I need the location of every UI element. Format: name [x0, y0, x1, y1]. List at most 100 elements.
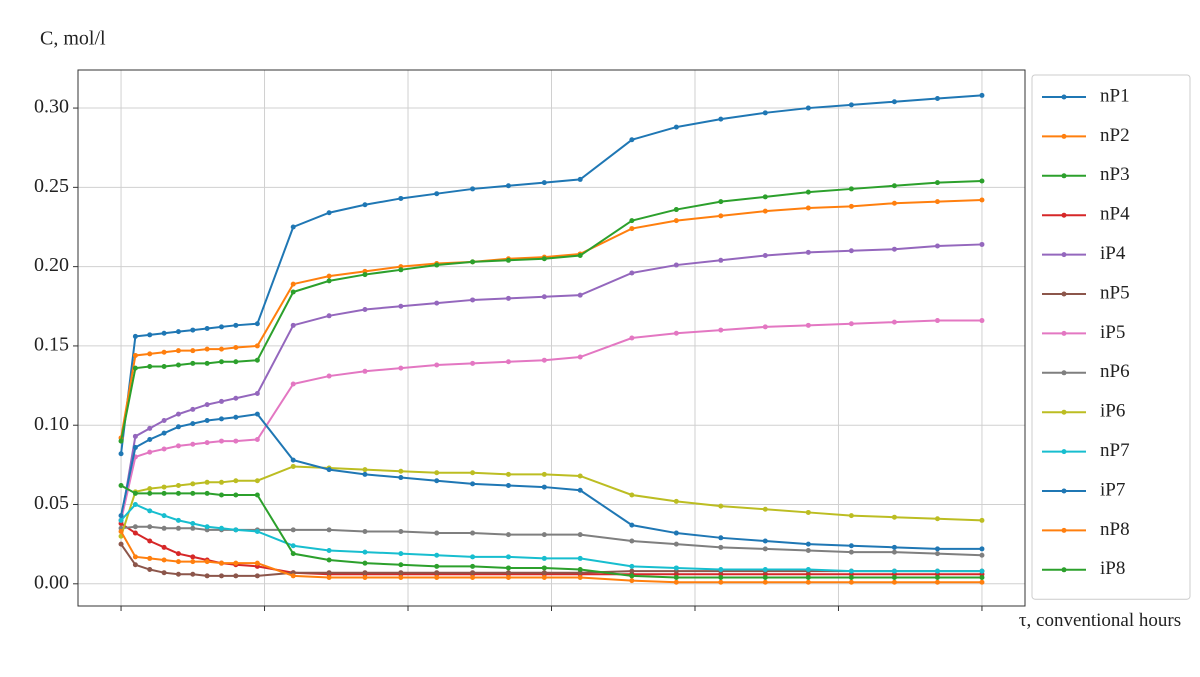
data-point [233, 573, 239, 579]
data-point [290, 224, 296, 230]
data-point [577, 567, 583, 573]
legend-swatch-dot [1061, 133, 1067, 139]
data-point [326, 273, 332, 279]
data-point [161, 570, 167, 576]
data-point [190, 481, 196, 487]
y-tick-label: 0.05 [34, 492, 69, 514]
data-point [673, 124, 679, 130]
data-point [218, 438, 224, 444]
series [118, 318, 985, 523]
data-point [541, 565, 547, 571]
data-point [577, 555, 583, 561]
series-line [120, 525, 982, 557]
data-point [805, 249, 811, 255]
legend-label: nP2 [1100, 125, 1130, 146]
data-point [673, 579, 679, 585]
data-point [891, 514, 897, 520]
data-point [541, 180, 547, 186]
data-point [132, 562, 138, 568]
legend-swatch-dot [1061, 409, 1067, 415]
data-point [541, 574, 547, 580]
data-point [398, 303, 404, 309]
data-point [190, 571, 196, 577]
data-point [470, 481, 476, 487]
data-point [398, 562, 404, 568]
data-point [979, 178, 985, 184]
data-point [398, 570, 404, 576]
data-point [673, 498, 679, 504]
data-point [673, 530, 679, 536]
data-point [934, 180, 940, 186]
data-point [762, 110, 768, 116]
data-point [673, 574, 679, 580]
data-point [505, 359, 511, 365]
data-point [848, 543, 854, 549]
data-point [233, 345, 239, 351]
legend-label: nP5 [1100, 282, 1130, 303]
data-point [204, 402, 210, 408]
data-point [161, 525, 167, 531]
data-point [505, 295, 511, 301]
y-tick-label: 0.10 [34, 413, 69, 435]
data-point [362, 368, 368, 374]
data-point [673, 262, 679, 268]
data-point [398, 551, 404, 557]
data-point [470, 470, 476, 476]
data-point [362, 306, 368, 312]
data-point [362, 549, 368, 555]
data-point [132, 365, 138, 371]
data-point [190, 327, 196, 333]
data-point [204, 417, 210, 423]
data-point [762, 208, 768, 214]
data-point [762, 506, 768, 512]
data-point [326, 278, 332, 284]
data-point [979, 241, 985, 247]
data-point [147, 425, 153, 431]
data-point [891, 568, 897, 574]
data-point [979, 574, 985, 580]
series [118, 463, 985, 539]
data-point [470, 186, 476, 192]
data-point [233, 414, 239, 420]
y-tick-label: 0.00 [34, 571, 69, 593]
data-point [934, 199, 940, 205]
series [118, 92, 985, 457]
data-point [848, 248, 854, 254]
data-point [175, 482, 181, 488]
data-point [891, 319, 897, 325]
legend-label: iP4 [1100, 243, 1126, 264]
legend-swatch-dot [1061, 252, 1067, 258]
data-point [577, 292, 583, 298]
data-point [175, 490, 181, 496]
data-point [254, 573, 260, 579]
data-point [398, 475, 404, 481]
data-point [218, 398, 224, 404]
data-point [718, 213, 724, 219]
data-point [218, 525, 224, 531]
data-point [175, 443, 181, 449]
data-point [848, 513, 854, 519]
y-tick-label: 0.25 [34, 175, 69, 197]
data-point [718, 544, 724, 550]
data-point [629, 568, 635, 574]
data-point [254, 478, 260, 484]
data-point [147, 364, 153, 370]
series-line [120, 465, 982, 537]
data-point [762, 579, 768, 585]
series-line [120, 503, 982, 573]
data-point [629, 522, 635, 528]
data-point [147, 524, 153, 530]
data-point [934, 546, 940, 552]
data-point [629, 492, 635, 498]
data-point [362, 467, 368, 473]
data-point [979, 517, 985, 523]
data-point [161, 364, 167, 370]
data-point [254, 492, 260, 498]
data-point [233, 560, 239, 566]
data-point [233, 438, 239, 444]
data-point [233, 527, 239, 533]
data-point [848, 186, 854, 192]
data-point [290, 463, 296, 469]
data-point [175, 424, 181, 430]
legend: nP1 nP2 nP3 nP4 iP4 nP5 iP5 nP6 iP6 nP7 iP7 nP8 iP8 [1031, 74, 1191, 600]
